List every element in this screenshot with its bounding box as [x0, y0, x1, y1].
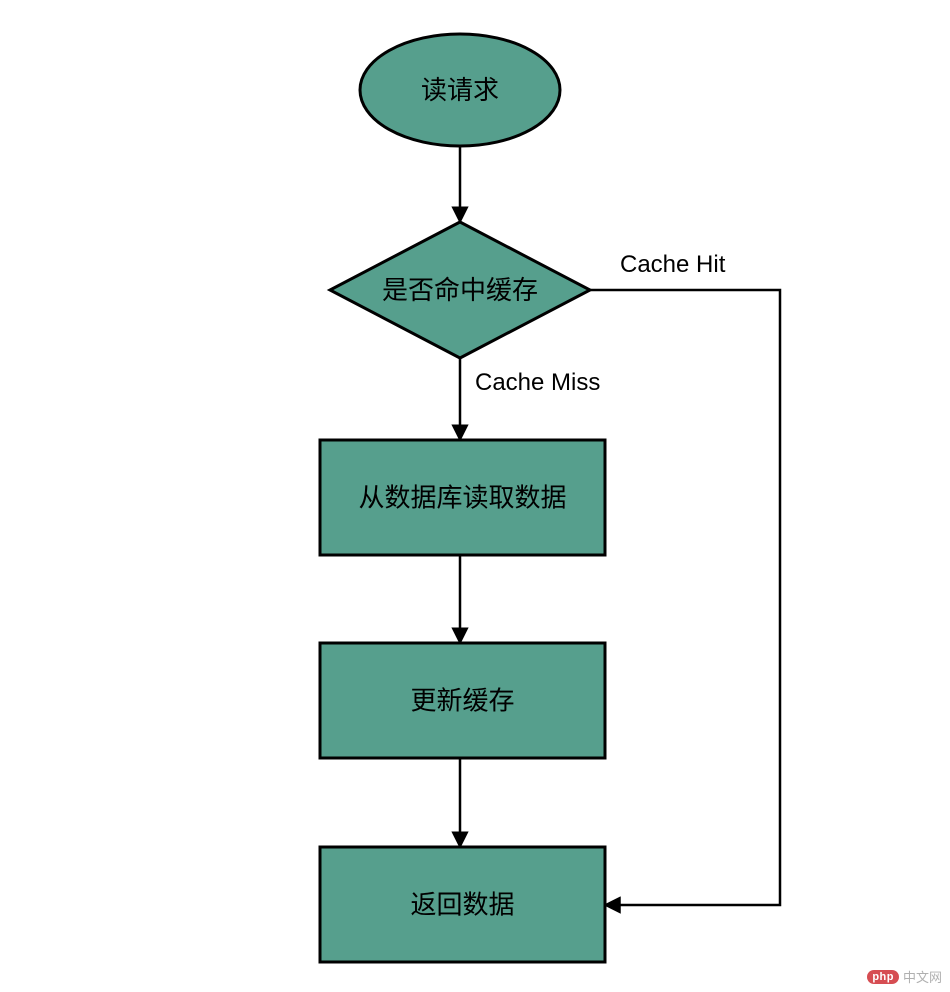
node-return: 返回数据	[320, 847, 605, 962]
node-label-return: 返回数据	[410, 889, 514, 919]
node-decision: 是否命中缓存	[330, 222, 590, 358]
watermark-badge: php	[867, 970, 899, 984]
node-start: 读请求	[360, 34, 560, 146]
edge-label-decision-to-return: Cache Hit	[620, 251, 726, 278]
node-label-update: 更新缓存	[410, 685, 514, 715]
flowchart-canvas: Cache Miss Cache Hit 读请求是否命中缓存从数据库读取数据更新缓存…	[0, 0, 950, 992]
node-label-start: 读请求	[421, 75, 499, 105]
edge-decision-to-return	[590, 290, 780, 905]
watermark: php 中文网	[867, 967, 942, 986]
node-label-decision: 是否命中缓存	[382, 275, 538, 305]
node-readdb: 从数据库读取数据	[320, 440, 605, 555]
node-label-readdb: 从数据库读取数据	[358, 482, 566, 512]
node-update: 更新缓存	[320, 643, 605, 758]
watermark-text: 中文网	[903, 967, 942, 986]
edge-label-decision-to-readdb: Cache Miss	[475, 369, 600, 396]
